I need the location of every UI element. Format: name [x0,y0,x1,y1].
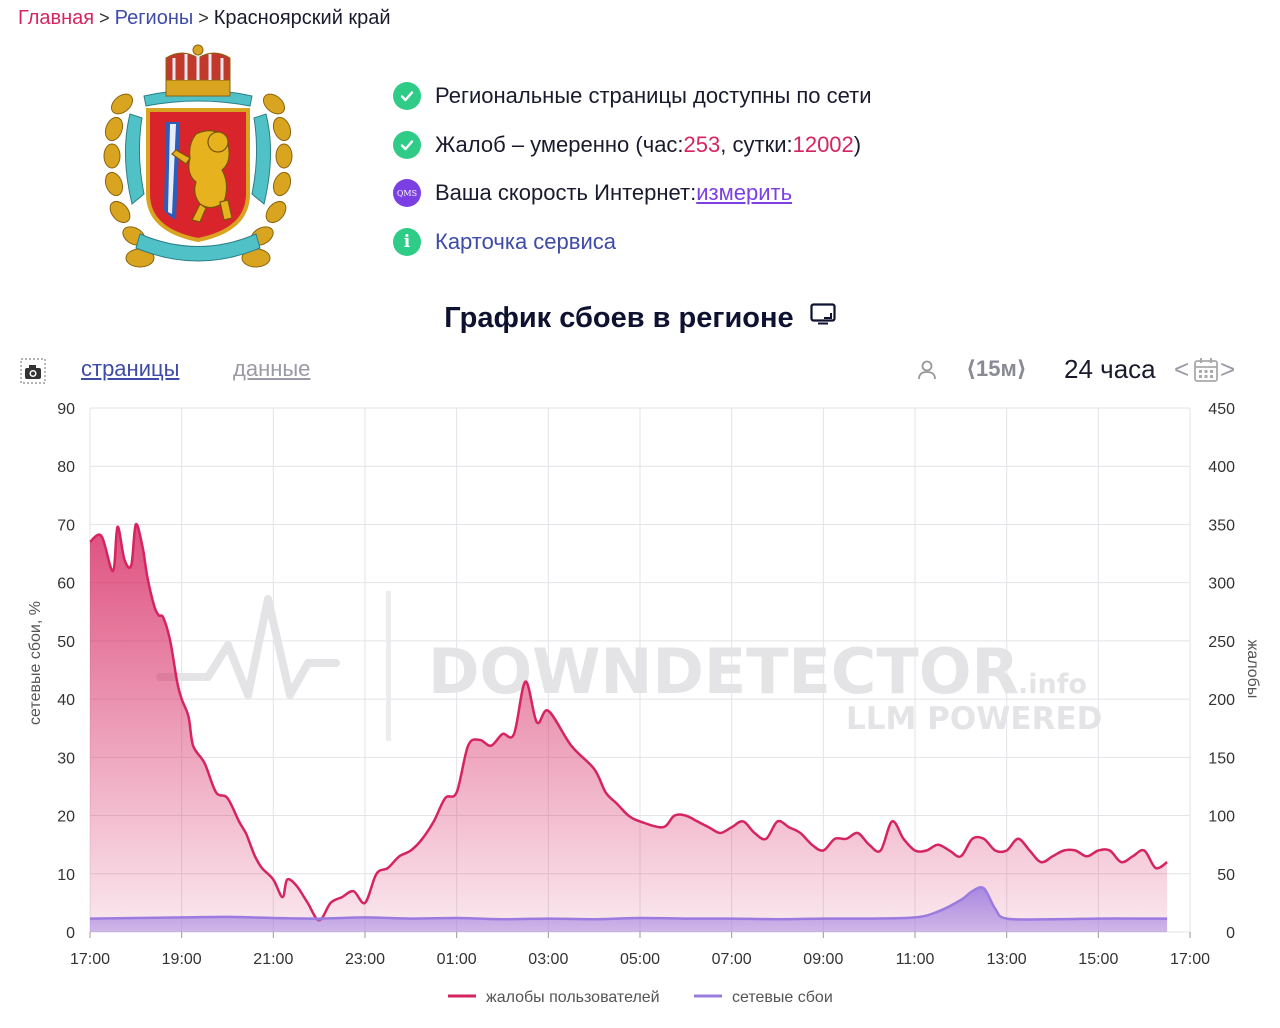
tv-icon[interactable] [810,300,836,333]
x-axis: 17:00 19:00 21:00 23:00 01:00 03:00 05:00 07:00… [70,932,1210,968]
service-card-link[interactable]: Карточка сервиса [435,228,616,254]
watermark-divider [386,591,391,741]
period-label[interactable]: 24 часа [1064,354,1156,384]
status-network-text: Региональные страницы доступны по сети [435,83,872,109]
chevron-right-icon: > [99,8,110,28]
complaints-suffix: ) [853,131,862,157]
watermark-main: DOWNDETECTOR [428,635,1019,708]
camera-icon[interactable] [20,358,46,384]
complaints-day-value: 12002 [792,131,854,157]
tab-data[interactable]: данные [233,356,311,381]
chart-grid [89,407,1191,933]
x-tick-label: 03:00 [528,951,568,968]
status-card-row: i Карточка сервиса [393,218,872,267]
left-tick-label: 20 [57,809,75,826]
legend-label[interactable]: сетевые сбои [732,989,833,1006]
x-tick-label: 13:00 [987,951,1027,968]
complaints-mid: , сутки: [720,131,793,157]
chart-title: График сбоев в регионе [0,302,1280,335]
left-tick-label: 50 [57,634,75,651]
series-layer [89,522,1168,932]
tab-pages[interactable]: страницы [81,356,180,381]
watermark: DOWNDETECTOR .info LLM POWERED [156,591,1102,741]
chart-title-text: График сбоев в регионе [444,302,794,334]
measure-speed-link[interactable]: измерить [696,180,793,206]
watermark-sub: LLM POWERED [846,701,1102,737]
x-tick-label: 23:00 [345,951,385,968]
left-tick-label: 30 [57,750,75,767]
chart-legend: жалобы пользователей сетевые сбои [448,989,833,1006]
left-tick-label: 80 [57,459,75,476]
complaints-line[interactable] [89,522,1168,922]
right-tick-label: 200 [1208,692,1235,709]
calendar-icon[interactable] [1192,357,1220,383]
breadcrumb-current: Красноярский край [213,7,391,29]
right-tick-label: 150 [1208,750,1235,767]
right-tick-label: 300 [1208,576,1235,593]
watermark-pulse-icon [156,595,340,699]
user-icon[interactable] [916,358,938,382]
left-tick-label: 60 [57,576,75,593]
left-tick-label: 10 [57,867,75,884]
interval-selector[interactable]: ⟨15м⟩ [966,356,1027,381]
right-tick-label: 50 [1217,867,1235,884]
legend-label[interactable]: жалобы пользователей [486,989,660,1006]
check-circle-icon [393,82,421,111]
status-list: Региональные страницы доступны по сети Ж… [393,72,872,266]
left-tick-label: 40 [57,692,75,709]
complaints-hour-value: 253 [683,131,721,157]
network-line[interactable] [89,886,1168,921]
x-tick-label: 21:00 [253,951,293,968]
left-tick-label: 0 [66,925,75,942]
left-axis: 0 10 20 30 40 50 60 70 80 90 [57,401,75,942]
chevron-right-icon: > [198,8,209,28]
right-tick-label: 250 [1208,634,1235,651]
right-axis-title: жалобы [1244,640,1261,699]
outage-chart[interactable]: DOWNDETECTOR .info LLM POWERED 0 10 20 30 40… [0,395,1280,1025]
period-next-button[interactable]: > [1220,354,1236,384]
right-tick-label: 0 [1226,925,1235,942]
x-tick-label: 19:00 [162,951,202,968]
left-axis-title: сетевые сбои, % [27,601,44,725]
x-tick-label: 11:00 [896,951,935,968]
status-complaints-row: Жалоб – умеренно (час: 253, сутки: 12002… [393,121,872,170]
right-tick-label: 400 [1208,459,1235,476]
breadcrumb-regions-link[interactable]: Регионы [114,7,194,29]
complaints-prefix: Жалоб – умеренно (час: [435,131,684,157]
right-tick-label: 100 [1208,809,1235,826]
x-tick-label: 17:00 [1170,951,1210,968]
status-network-row: Региональные страницы доступны по сети [393,72,872,121]
info-icon: i [393,227,421,256]
breadcrumb-home-link[interactable]: Главная [18,7,95,29]
right-tick-label: 450 [1208,401,1235,418]
breadcrumb: Главная > Регионы > Красноярский край [18,4,391,32]
right-tick-label: 350 [1208,517,1235,534]
region-coat-of-arms [100,44,296,276]
x-tick-label: 01:00 [437,951,477,968]
left-tick-label: 90 [57,401,75,418]
speed-prefix: Ваша скорость Интернет: [435,180,697,206]
check-circle-icon [393,130,421,159]
period-prev-button[interactable]: < [1174,354,1190,384]
x-tick-label: 05:00 [620,951,660,968]
status-speed-row: QMS Ваша скорость Интернет: измерить [393,169,872,218]
x-tick-label: 09:00 [803,951,843,968]
qms-icon: QMS [393,179,421,208]
x-tick-label: 07:00 [712,951,752,968]
left-tick-label: 70 [57,517,75,534]
right-axis: 0 50 100 150 200 250 300 350 400 450 [1208,401,1235,942]
network-area [90,887,1168,932]
x-tick-label: 15:00 [1078,951,1118,968]
watermark-suffix: .info [1018,669,1087,700]
x-tick-label: 17:00 [70,951,110,968]
chart-toolbar: страницы данные ⟨15м⟩ 24 часа < > [0,352,1280,392]
